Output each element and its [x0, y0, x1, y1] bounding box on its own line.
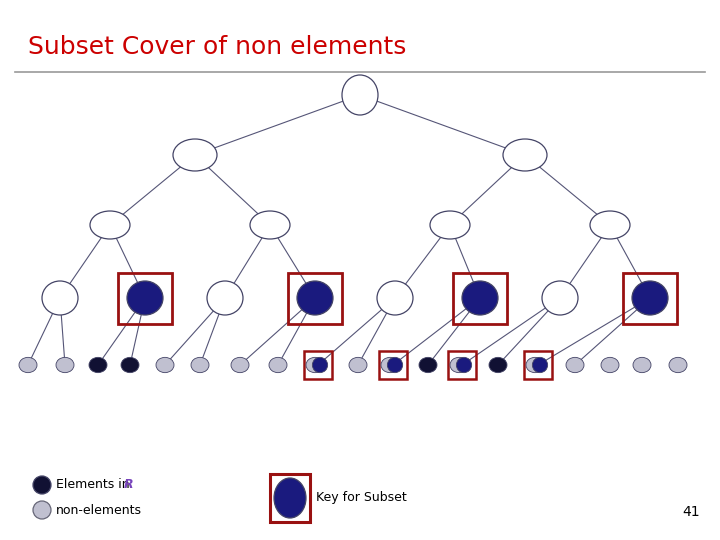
Ellipse shape	[633, 357, 651, 373]
Ellipse shape	[207, 281, 243, 315]
Ellipse shape	[377, 281, 413, 315]
Ellipse shape	[419, 357, 437, 373]
Ellipse shape	[250, 211, 290, 239]
Ellipse shape	[19, 357, 37, 373]
Ellipse shape	[156, 357, 174, 373]
Ellipse shape	[297, 281, 333, 315]
Bar	[118, 273, 172, 323]
Bar	[448, 350, 477, 380]
Ellipse shape	[462, 281, 498, 315]
Text: non-elements: non-elements	[56, 503, 142, 516]
Ellipse shape	[269, 357, 287, 373]
Text: Subset Cover of non elements: Subset Cover of non elements	[28, 35, 406, 59]
Bar	[623, 273, 677, 323]
Text: Elements in: Elements in	[56, 478, 134, 491]
Ellipse shape	[456, 357, 472, 373]
Ellipse shape	[42, 281, 78, 315]
Ellipse shape	[601, 357, 619, 373]
Bar	[453, 273, 507, 323]
Ellipse shape	[566, 357, 584, 373]
Bar	[523, 350, 552, 380]
Ellipse shape	[542, 281, 578, 315]
Ellipse shape	[56, 357, 74, 373]
Ellipse shape	[312, 357, 328, 373]
Ellipse shape	[489, 357, 507, 373]
Ellipse shape	[381, 357, 399, 373]
Bar	[270, 474, 310, 522]
Ellipse shape	[231, 357, 249, 373]
Ellipse shape	[90, 211, 130, 239]
Ellipse shape	[121, 357, 139, 373]
Ellipse shape	[274, 478, 306, 518]
Text: Key for Subset: Key for Subset	[316, 491, 407, 504]
Ellipse shape	[430, 211, 470, 239]
Ellipse shape	[342, 75, 378, 115]
Ellipse shape	[669, 357, 687, 373]
Bar	[288, 273, 342, 323]
Ellipse shape	[306, 357, 324, 373]
Ellipse shape	[33, 501, 51, 519]
Ellipse shape	[89, 357, 107, 373]
Text: 41: 41	[683, 505, 700, 519]
Bar	[304, 350, 333, 380]
Ellipse shape	[532, 357, 548, 373]
Ellipse shape	[590, 211, 630, 239]
Ellipse shape	[632, 281, 668, 315]
Ellipse shape	[173, 139, 217, 171]
Ellipse shape	[127, 281, 163, 315]
Ellipse shape	[526, 357, 544, 373]
Bar	[379, 350, 408, 380]
Ellipse shape	[450, 357, 468, 373]
Ellipse shape	[503, 139, 547, 171]
Ellipse shape	[191, 357, 209, 373]
Ellipse shape	[33, 476, 51, 494]
Text: R: R	[124, 478, 134, 491]
Ellipse shape	[387, 357, 402, 373]
Ellipse shape	[349, 357, 367, 373]
